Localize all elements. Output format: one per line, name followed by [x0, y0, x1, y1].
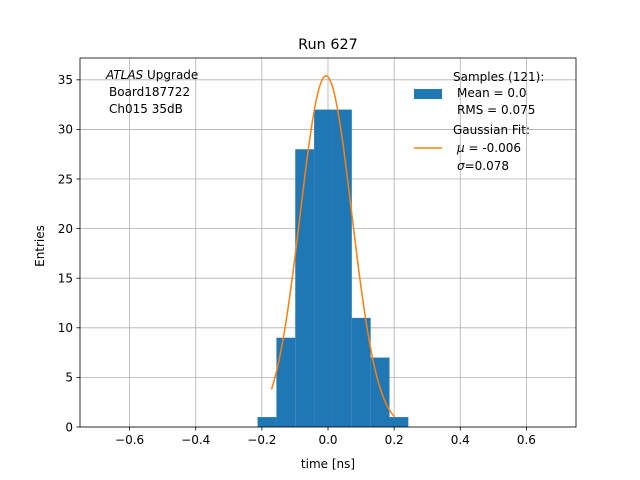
y-axis-label: Entries — [33, 225, 47, 267]
y-tick-label-5: 25 — [58, 172, 73, 186]
legend-fit-sigma: σ=0.078 — [457, 159, 509, 173]
fit-curve-line — [270, 75, 396, 418]
x-tick-label-5: 0.4 — [451, 433, 470, 447]
annotation-upgrade: Upgrade — [143, 68, 198, 82]
legend-fit-mu: μ = -0.006 — [456, 141, 521, 155]
histogram-bar-4 — [332, 109, 352, 428]
histogram-bars — [257, 109, 409, 428]
gaussian-fit-curve — [270, 75, 396, 418]
x-tick-label-2: −0.2 — [247, 433, 276, 447]
legend-sigma-value: =0.078 — [465, 159, 509, 173]
legend: Samples (121): Mean = 0.0 RMS = 0.075 Ga… — [414, 70, 544, 173]
legend-mu-symbol: μ — [456, 141, 465, 155]
legend-hist-line-2: Mean = 0.0 — [457, 86, 526, 100]
y-tick-label-2: 10 — [58, 321, 73, 335]
y-axis-ticks: 0 5 10 15 20 25 30 35 — [58, 73, 80, 434]
histogram-bar-0 — [257, 417, 277, 427]
legend-hist-line-3: RMS = 0.075 — [457, 103, 535, 117]
histogram-bar-7 — [389, 417, 409, 427]
y-tick-label-0: 0 — [65, 420, 73, 434]
legend-hist-swatch — [414, 89, 442, 99]
y-tick-label-7: 35 — [58, 73, 73, 87]
x-axis-label: time [ns] — [301, 457, 355, 471]
x-axis-ticks: −0.6 −0.4 −0.2 0.0 0.2 0.4 0.6 — [115, 427, 536, 447]
y-tick-label-3: 15 — [58, 272, 73, 286]
legend-hist-line-1: Samples (121): — [453, 70, 544, 84]
annotation-line-1: ATLAS Upgrade — [105, 68, 198, 82]
legend-sigma-symbol: σ — [457, 159, 465, 173]
annotation-line-3: Ch015 35dB — [109, 102, 183, 116]
legend-fit-line-1: Gaussian Fit: — [453, 123, 530, 137]
x-tick-label-3: 0.0 — [318, 433, 337, 447]
histogram-bar-1 — [276, 337, 296, 427]
y-tick-label-6: 30 — [58, 123, 73, 137]
histogram-bar-5 — [351, 317, 371, 427]
y-tick-label-1: 5 — [65, 371, 73, 385]
x-tick-label-1: −0.4 — [181, 433, 210, 447]
atlas-annotation: ATLAS Upgrade Board187722 Ch015 35dB — [105, 68, 198, 116]
annotation-line-2: Board187722 — [109, 85, 190, 99]
x-tick-label-6: 0.6 — [517, 433, 536, 447]
y-tick-label-4: 20 — [58, 222, 73, 236]
legend-mu-value: = -0.006 — [465, 141, 521, 155]
x-tick-label-0: −0.6 — [115, 433, 144, 447]
chart-title: Run 627 — [298, 37, 358, 53]
histogram-bar-3 — [314, 109, 333, 428]
histogram-bar-2 — [295, 149, 315, 428]
histogram-bar-6 — [370, 357, 390, 427]
x-tick-label-4: 0.2 — [385, 433, 404, 447]
annotation-atlas: ATLAS — [105, 68, 144, 82]
